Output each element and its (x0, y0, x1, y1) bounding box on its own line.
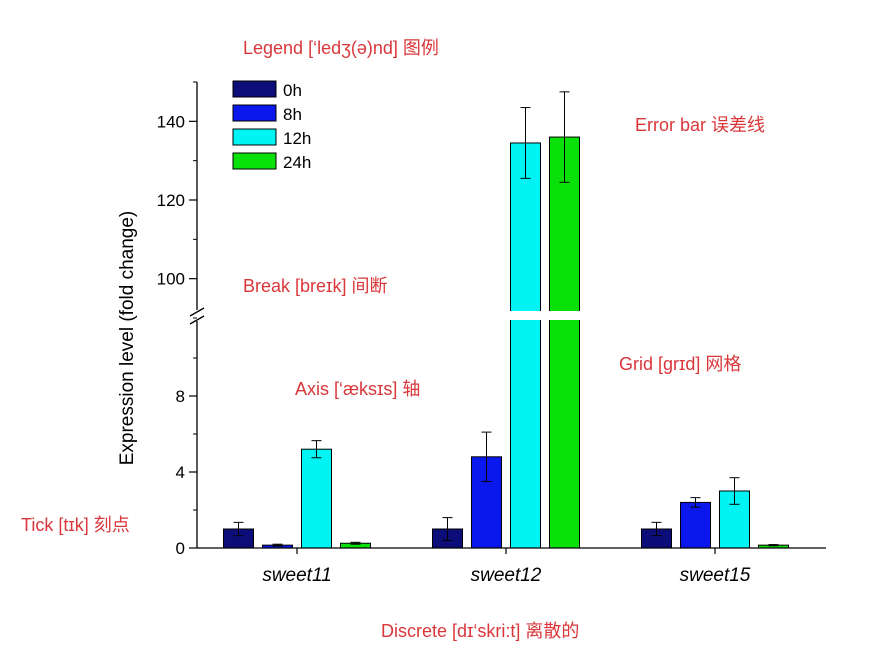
y-tick-label: 140 (157, 112, 185, 131)
axis-break-gap (199, 311, 828, 320)
annotation-discrete: Discrete [dɪ‘skri:t] 离散的 (381, 621, 580, 641)
annotation-break: Break [breɪk] 间断 (243, 276, 388, 296)
x-tick-label: sweet11 (262, 565, 331, 586)
bars-layer (199, 136, 828, 549)
y-tick-label: 100 (157, 270, 185, 289)
error-bar-sweet15-0h (651, 521, 662, 537)
axis-break-mark (189, 315, 205, 325)
annotation-legend: Legend [‘ledʒ(ə)nd] 图例 (243, 38, 439, 58)
y-axis-label: Expression level (fold change) (117, 211, 138, 466)
legend-item-12h: 12h (232, 128, 311, 148)
error-bar-sweet15-12h (729, 477, 740, 505)
bar-sweet12-12h (510, 142, 541, 549)
error-bar-sweet11-0h (233, 521, 244, 537)
legend-item-8h: 8h (232, 104, 302, 124)
error-bar-sweet12-24h (559, 91, 570, 183)
error-bars-layer (233, 91, 779, 547)
legend-swatch (232, 104, 277, 122)
annotation-error-bar: Error bar 误差线 (635, 115, 766, 135)
y-tick-label: 8 (176, 387, 185, 406)
y-tick-label: 120 (157, 191, 185, 210)
error-bar-sweet12-8h (481, 431, 492, 482)
axis-break-mark (189, 307, 205, 317)
error-bar-sweet11-8h (272, 543, 283, 547)
legend-label: 0h (283, 81, 302, 100)
error-bar-sweet12-12h (520, 107, 531, 179)
bar-sweet12-24h (549, 136, 580, 549)
error-bar-sweet11-24h (350, 541, 361, 545)
legend-swatch (232, 128, 277, 146)
annotation-axis: Axis [‘æksɪs] 轴 (295, 379, 421, 399)
y-tick-label: 4 (176, 463, 185, 482)
y-tick-label: 0 (176, 539, 185, 558)
annotation-tick: Tick [tɪk] 刻点 (21, 515, 130, 535)
legend-swatch (232, 152, 277, 170)
x-tick-label: sweet15 (680, 565, 751, 586)
bar-sweet11-12h (301, 448, 332, 549)
bar-sweet15-8h (680, 501, 711, 549)
error-bar-sweet15-24h (768, 544, 779, 547)
legend-item-24h: 24h (232, 152, 311, 172)
legend-label: 24h (283, 153, 311, 172)
legend: 0h 8h 12h 24h (232, 80, 311, 172)
error-bar-sweet12-0h (442, 517, 453, 541)
x-tick-label: sweet12 (471, 565, 542, 586)
legend-label: 12h (283, 129, 311, 148)
legend-label: 8h (283, 105, 302, 124)
legend-item-0h: 0h (232, 80, 302, 100)
legend-swatch (232, 80, 277, 98)
error-bar-sweet15-8h (690, 497, 701, 508)
axes-layer: 0 4 8 100 120 140 sweet11 sweet12 sweet15 (157, 81, 826, 586)
error-bar-sweet11-12h (311, 440, 322, 459)
annotation-grid: Grid [grɪd] 网格 (619, 354, 742, 374)
